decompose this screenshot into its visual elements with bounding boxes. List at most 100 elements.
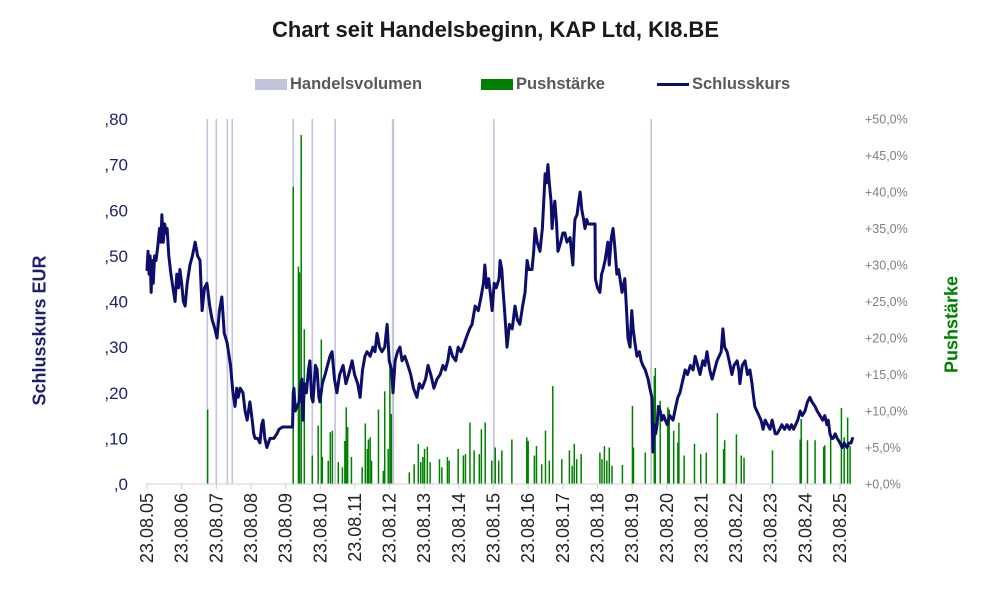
x-tick-label: 23.08.13: [414, 493, 434, 563]
pushstaerke-bar: [292, 186, 294, 484]
pushstaerke-bar: [606, 460, 608, 484]
pushstaerke-bar: [659, 400, 661, 484]
pushstaerke-bar: [464, 454, 467, 484]
pushstaerke-bar: [824, 445, 826, 484]
pushstaerke-bar: [743, 457, 745, 484]
pushstaerke-bar: [480, 429, 483, 484]
y-right-tick-label: +5,0%: [865, 441, 901, 455]
pushstaerke-bar: [457, 448, 459, 484]
x-tick-label: 23.08.20: [657, 493, 677, 563]
pushstaerke-bar: [571, 465, 573, 484]
pushstaerke-bar: [829, 437, 832, 484]
pushstaerke-bar: [462, 455, 465, 484]
pushstaerke-bar: [327, 460, 329, 484]
pushstaerke-bar: [408, 472, 411, 484]
handelsvolumen-bars: [206, 119, 652, 484]
pushstaerke-bar: [491, 460, 493, 484]
pushstaerke-bar: [580, 454, 582, 484]
pushstaerke-bar: [799, 439, 801, 484]
y-left-tick-label: ,20: [104, 384, 128, 403]
pushstaerke-bar: [345, 407, 347, 484]
x-tick-label: 23.08.08: [241, 493, 261, 563]
pushstaerke-bar: [494, 447, 496, 484]
y-right-tick-label: +0,0%: [865, 478, 901, 492]
pushstaerke-bar: [300, 135, 302, 484]
handelsvolumen-bar: [334, 119, 336, 484]
x-axis: [146, 483, 853, 489]
pushstaerke-bar: [382, 470, 385, 484]
y-left-tick-label: ,0: [114, 475, 128, 494]
pushstaerke-bar: [383, 391, 386, 484]
pushstaerke-bar: [599, 452, 601, 484]
pushstaerke-bars: [206, 135, 851, 484]
pushstaerke-bar: [413, 464, 415, 484]
pushstaerke-bar: [441, 467, 443, 484]
pushstaerke-bar: [544, 430, 547, 484]
pushstaerke-bar: [361, 467, 363, 484]
pushstaerke-bar: [716, 413, 719, 484]
pushstaerke-bar: [317, 425, 319, 484]
x-tick-label: 23.08.17: [553, 493, 573, 563]
pushstaerke-bar: [469, 422, 471, 484]
y-left-tick-label: ,40: [104, 293, 128, 312]
pushstaerke-bar: [575, 459, 578, 484]
x-tick-label: 23.08.18: [587, 493, 607, 563]
pushstaerke-bar: [311, 455, 314, 484]
pushstaerke-bar: [422, 456, 424, 484]
pushstaerke-bar: [849, 446, 851, 484]
pushstaerke-bar: [552, 386, 554, 484]
y-left-tick-label: ,80: [104, 110, 128, 129]
pushstaerke-bar: [540, 464, 543, 484]
pushstaerke-bar: [390, 413, 393, 484]
x-tick-label: 23.08.16: [518, 493, 538, 563]
pushstaerke-bar: [344, 440, 346, 484]
pushstaerke-bar: [678, 422, 680, 484]
pushstaerke-bar: [364, 423, 367, 484]
pushstaerke-bar: [526, 437, 528, 484]
legend-line-schlusskurs: [657, 82, 689, 86]
pushstaerke-bar: [722, 448, 725, 484]
y-right-tick-label: +15,0%: [865, 368, 908, 382]
pushstaerke-bar: [601, 459, 603, 484]
handelsvolumen-bar: [392, 119, 395, 484]
y-right-tick-label: +10,0%: [865, 405, 908, 419]
pushstaerke-bar: [683, 455, 685, 484]
pushstaerke-bar: [693, 443, 696, 484]
x-tick-label: 23.08.09: [276, 493, 296, 563]
pushstaerke-bar: [667, 407, 669, 484]
pushstaerke-bar: [369, 437, 371, 484]
pushstaerke-bar: [446, 456, 449, 484]
x-tick-label: 23.08.15: [484, 493, 504, 563]
pushstaerke-bar: [297, 266, 300, 484]
pushstaerke-bar: [771, 450, 774, 484]
pushstaerke-bar: [822, 446, 825, 484]
x-tick-label: 23.08.23: [761, 493, 781, 563]
pushstaerke-bar: [389, 359, 391, 484]
y-right-tick-label: +50,0%: [865, 113, 908, 127]
pushstaerke-bar: [497, 460, 500, 484]
x-tick-label: 23.08.11: [345, 493, 365, 562]
x-tick-label: 23.08.05: [137, 493, 157, 563]
y-left-tick-label: ,70: [104, 156, 128, 175]
pushstaerke-bar: [806, 440, 809, 484]
pushstaerke-bar: [426, 446, 429, 484]
x-tick-label: 23.08.10: [310, 493, 330, 563]
pushstaerke-bar: [548, 460, 551, 484]
pushstaerke-bar: [448, 460, 450, 484]
pushstaerke-bar: [621, 465, 624, 484]
pushstaerke-bar: [367, 439, 370, 484]
legend-item-handelsvolumen: Handelsvolumen: [255, 73, 422, 95]
y-axis-right: +0,0% +5,0% +10,0% +15,0% +20,0% +25,0% +30,0%…: [865, 113, 908, 492]
pushstaerke-bar: [668, 409, 670, 484]
pushstaerke-bar: [631, 405, 634, 484]
y-right-tick-label: +35,0%: [865, 222, 908, 236]
pushstaerke-bar: [511, 439, 513, 484]
y-right-tick-label: +25,0%: [865, 295, 908, 309]
handelsvolumen-bar: [231, 119, 234, 484]
pushstaerke-bar: [420, 462, 422, 484]
y-right-tick-label: +20,0%: [865, 332, 908, 346]
pushstaerke-bar: [568, 450, 571, 484]
pushstaerke-bar: [417, 443, 420, 484]
pushstaerke-bar: [699, 454, 702, 484]
